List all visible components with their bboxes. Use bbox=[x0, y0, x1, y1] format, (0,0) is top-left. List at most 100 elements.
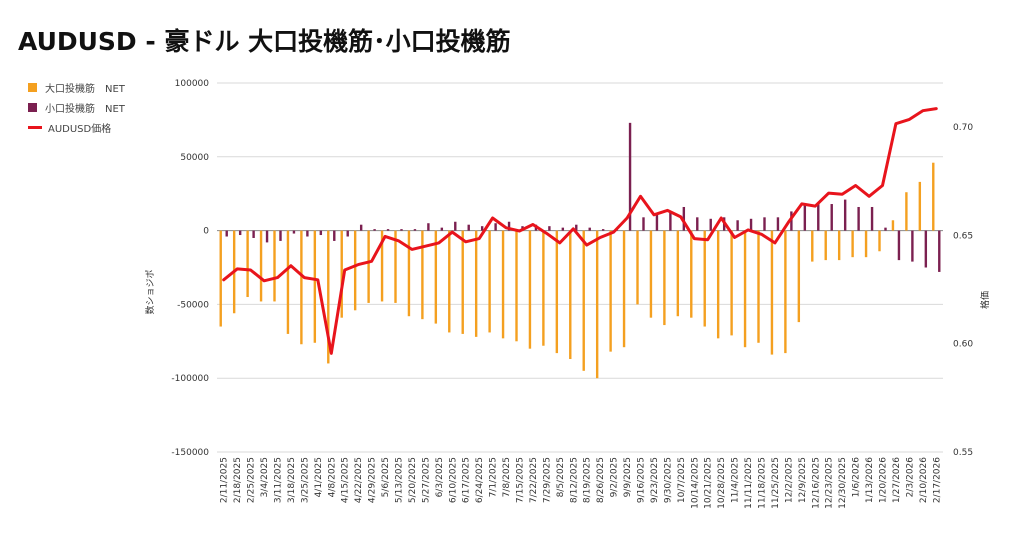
y2-tick-label: 0.60 bbox=[953, 340, 973, 350]
bar-large-spec bbox=[569, 230, 572, 360]
y2-axis-label: 格価 bbox=[979, 291, 991, 309]
bar-small-spec bbox=[467, 224, 470, 231]
legend: 大口投機筋 NET 小口投機筋 NET AUDUSD価格 bbox=[28, 77, 125, 137]
bar-small-spec bbox=[736, 220, 739, 231]
bar-large-spec bbox=[434, 230, 438, 324]
x-tick-label: 6/17/2025 bbox=[462, 457, 472, 503]
x-tick-label: 8/19/2025 bbox=[583, 457, 593, 503]
x-tick-label: 2/17/2026 bbox=[932, 457, 942, 503]
bar-large-spec bbox=[797, 230, 801, 323]
x-tick-label: 9/9/2025 bbox=[623, 457, 633, 497]
bar-small-spec bbox=[279, 230, 282, 241]
bar-large-spec bbox=[824, 230, 827, 261]
y-tick-label: -150000 bbox=[171, 448, 209, 458]
bar-large-spec bbox=[690, 230, 693, 318]
bar-large-spec bbox=[542, 230, 545, 346]
bar-large-spec bbox=[770, 230, 774, 355]
bar-large-spec bbox=[528, 230, 532, 349]
bar-large-spec bbox=[811, 230, 814, 262]
bar-large-spec bbox=[461, 230, 464, 334]
bar-large-spec bbox=[394, 230, 397, 303]
bar-large-spec bbox=[784, 230, 787, 354]
bar-large-spec bbox=[878, 230, 881, 252]
x-tick-label: 5/6/2025 bbox=[381, 457, 391, 497]
x-tick-label: 7/15/2025 bbox=[516, 457, 526, 503]
legend-item-large-spec: 大口投機筋 NET bbox=[28, 77, 125, 97]
bar-small-spec bbox=[709, 218, 712, 231]
x-tick-label: 6/3/2025 bbox=[435, 457, 445, 497]
x-tick-label: 11/18/2025 bbox=[758, 457, 768, 509]
bar-small-spec bbox=[763, 217, 766, 231]
bar-small-spec bbox=[292, 230, 296, 234]
x-tick-label: 3/18/2025 bbox=[287, 457, 297, 503]
y-tick-label: 100000 bbox=[175, 79, 210, 89]
bar-large-spec bbox=[273, 230, 276, 302]
bar-small-spec bbox=[601, 229, 605, 231]
bar-small-spec bbox=[386, 229, 390, 231]
bar-small-spec bbox=[924, 230, 928, 268]
bar-small-spec bbox=[884, 227, 887, 231]
bar-small-spec bbox=[359, 224, 363, 231]
x-tick-label: 8/12/2025 bbox=[569, 457, 579, 503]
x-tick-label: 9/2/2025 bbox=[610, 457, 620, 497]
bar-large-spec bbox=[582, 230, 585, 371]
bar-small-spec bbox=[817, 204, 820, 231]
bar-small-spec bbox=[870, 206, 874, 231]
bar-large-spec bbox=[367, 230, 370, 303]
bar-small-spec bbox=[225, 230, 228, 237]
bar-large-spec bbox=[259, 230, 263, 302]
x-tick-label: 12/16/2025 bbox=[811, 457, 821, 509]
bar-large-spec bbox=[757, 230, 760, 343]
x-tick-label: 10/7/2025 bbox=[677, 457, 687, 503]
bar-small-spec bbox=[507, 221, 511, 231]
bar-large-spec bbox=[743, 230, 747, 348]
bar-small-spec bbox=[669, 212, 672, 231]
x-tick-label: 12/30/2025 bbox=[838, 457, 848, 509]
y-tick-label: -50000 bbox=[177, 300, 209, 310]
x-tick-label: 5/13/2025 bbox=[395, 457, 405, 503]
bar-small-spec bbox=[400, 229, 403, 231]
x-tick-label: 4/1/2025 bbox=[314, 457, 324, 497]
bar-large-spec bbox=[380, 230, 384, 302]
bar-large-spec bbox=[703, 230, 706, 327]
bar-large-spec bbox=[837, 230, 841, 261]
x-tick-label: 4/15/2025 bbox=[341, 457, 351, 503]
bar-small-spec bbox=[749, 218, 753, 231]
legend-swatch-large-spec bbox=[28, 82, 37, 92]
bar-large-spec bbox=[730, 230, 733, 336]
x-tick-label: 5/27/2025 bbox=[421, 457, 431, 503]
bar-small-spec bbox=[306, 230, 309, 237]
legend-label-large-spec: 大口投機筋 NET bbox=[45, 83, 125, 95]
bar-small-spec bbox=[319, 230, 323, 236]
bar-small-spec bbox=[548, 226, 551, 231]
x-tick-label: 7/29/2025 bbox=[542, 457, 552, 503]
bar-large-spec bbox=[649, 230, 653, 318]
bar-small-spec bbox=[938, 230, 941, 272]
bar-small-spec bbox=[897, 230, 901, 261]
bar-small-spec bbox=[830, 204, 833, 231]
x-tick-label: 6/10/2025 bbox=[448, 457, 458, 503]
bar-large-spec bbox=[501, 230, 505, 339]
bar-large-spec bbox=[663, 230, 666, 326]
bar-small-spec bbox=[238, 230, 242, 236]
bar-small-spec bbox=[561, 227, 565, 231]
x-tick-label: 5/20/2025 bbox=[408, 457, 418, 503]
x-tick-label: 12/9/2025 bbox=[798, 457, 808, 503]
x-tick-label: 9/16/2025 bbox=[637, 457, 647, 503]
x-tick-label: 11/25/2025 bbox=[771, 457, 781, 509]
bar-large-spec bbox=[905, 192, 908, 231]
x-tick-label: 1/13/2026 bbox=[865, 457, 875, 503]
bar-small-spec bbox=[265, 230, 269, 243]
bar-small-spec bbox=[373, 229, 376, 231]
x-tick-label: 3/11/2025 bbox=[274, 457, 284, 503]
legend-swatch-price bbox=[28, 125, 42, 129]
bar-small-spec bbox=[252, 230, 255, 238]
y2-tick-label: 0.55 bbox=[953, 448, 973, 458]
x-tick-label: 4/29/2025 bbox=[368, 457, 378, 503]
bar-small-spec bbox=[440, 227, 444, 231]
bar-large-spec bbox=[488, 230, 491, 333]
bar-large-spec bbox=[327, 230, 330, 364]
bar-small-spec bbox=[413, 229, 417, 231]
bar-large-spec bbox=[636, 230, 639, 305]
x-tick-label: 12/23/2025 bbox=[825, 457, 835, 509]
